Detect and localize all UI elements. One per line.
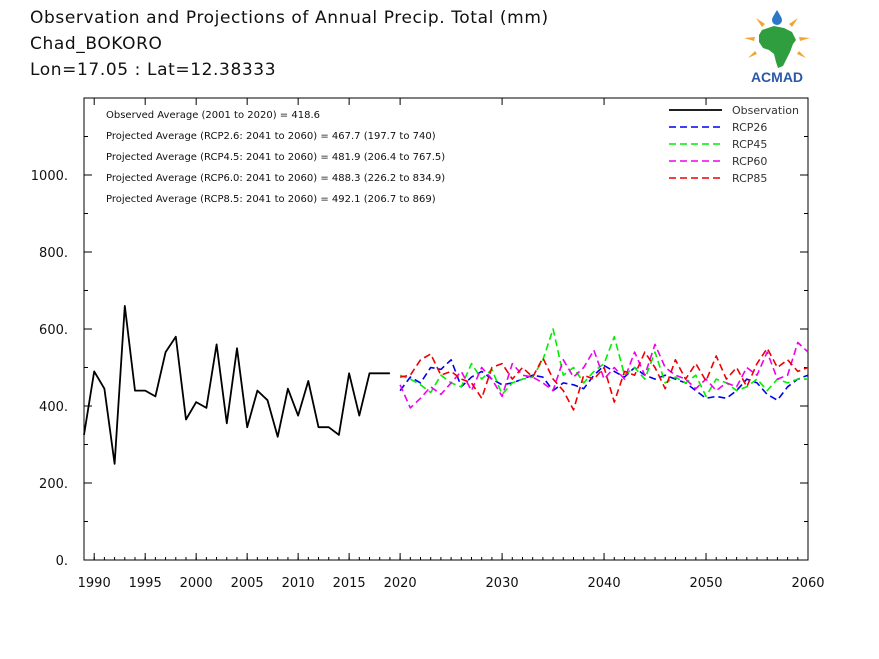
plot-frame (83, 97, 809, 561)
y-tick-label: 600. (39, 323, 68, 338)
stat-annotation: Projected Average (RCP8.5: 2041 to 2060)… (106, 194, 436, 205)
legend-label: RCP45 (732, 138, 767, 151)
x-tick-label: 2005 (231, 576, 264, 591)
series-lines (83, 304, 809, 465)
y-tick-label: 200. (39, 477, 68, 492)
axes: 1990 1995 2000 2005 2010 2015 2020 2030 2040 2050… (31, 97, 825, 591)
logo-text: ACMAD (751, 69, 803, 85)
series-line-rcp26 (399, 358, 809, 402)
x-tick-label: 2010 (282, 576, 315, 591)
x-tick-label: 2050 (689, 576, 722, 591)
stat-annotation: Projected Average (RCP6.0: 2041 to 2060)… (106, 173, 445, 184)
station-coordinates: Lon=17.05 : Lat=12.38333 (30, 60, 277, 80)
y-tick-label: 1000. (31, 169, 68, 184)
chart-title: Observation and Projections of Annual Pr… (30, 8, 549, 28)
y-tick-label: 800. (39, 246, 68, 261)
legend-label: RCP26 (732, 121, 767, 134)
x-tick-label: 2015 (333, 576, 366, 591)
series-line-rcp60 (399, 341, 809, 409)
annotations: Observed Average (2001 to 2020) = 418.6 P… (106, 110, 445, 205)
x-tick-label: 2020 (384, 576, 417, 591)
stat-annotation: Projected Average (RCP4.5: 2041 to 2060)… (106, 152, 445, 163)
acmad-logo: ACMAD (744, 10, 810, 85)
stat-annotation: Projected Average (RCP2.6: 2041 to 2060)… (106, 131, 436, 142)
rain-drop-icon (772, 10, 782, 25)
legend-label: RCP85 (732, 172, 767, 185)
legend-label: Observation (732, 104, 799, 117)
stat-annotation: Observed Average (2001 to 2020) = 418.6 (106, 110, 320, 121)
y-tick-label: 400. (39, 400, 68, 415)
series-line-rcp85 (399, 347, 809, 411)
x-tick-label: 1990 (78, 576, 111, 591)
africa-map-icon (759, 26, 796, 68)
series-line-observation (83, 304, 390, 465)
x-tick-label: 1995 (129, 576, 162, 591)
station-name: Chad_BOKORO (30, 34, 163, 54)
x-tick-label: 2030 (486, 576, 519, 591)
x-tick-label: 2040 (588, 576, 621, 591)
series-line-rcp45 (399, 328, 808, 398)
x-tick-label: 2060 (791, 576, 824, 591)
legend-label: RCP60 (732, 155, 767, 168)
x-tick-label: 2000 (180, 576, 213, 591)
y-tick-label: 0. (56, 554, 68, 569)
legend: Observation RCP26 RCP45 RCP60 RCP85 (669, 104, 799, 185)
